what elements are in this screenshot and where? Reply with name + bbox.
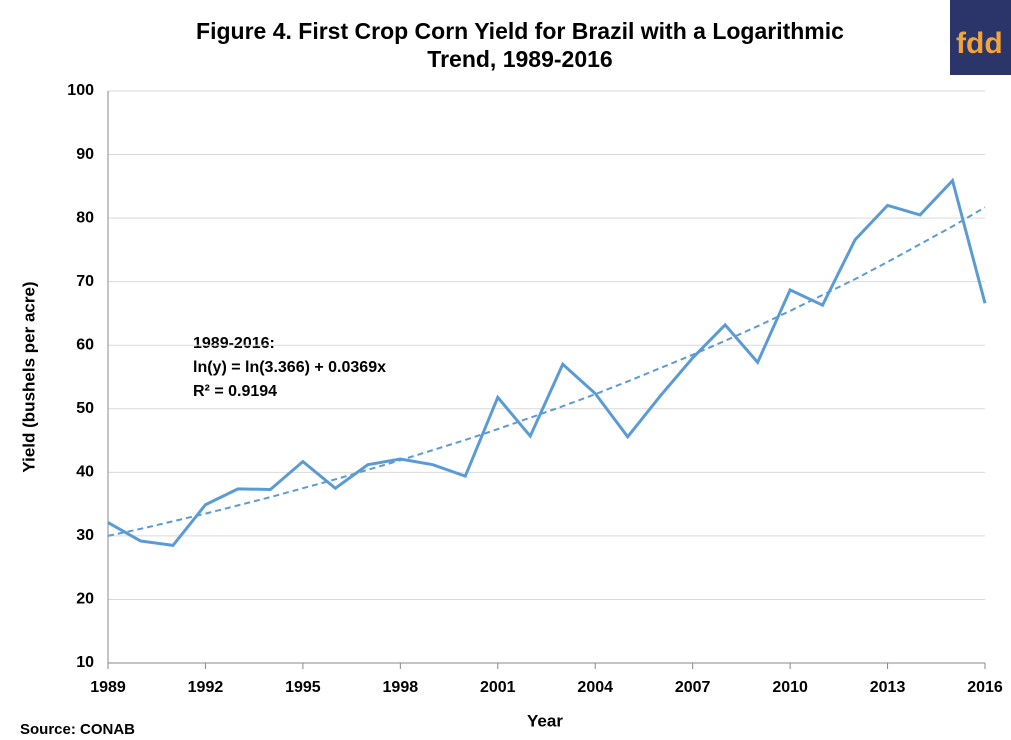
x-tick-label: 2007 xyxy=(675,679,711,696)
y-tick-label: 50 xyxy=(76,400,94,417)
annotation: R² = 0.9194 xyxy=(193,383,277,400)
x-tick-label: 2004 xyxy=(577,679,613,696)
x-tick-label: 2001 xyxy=(480,679,516,696)
chart-title: Trend, 1989-2016 xyxy=(427,46,612,72)
chart-title: Figure 4. First Crop Corn Yield for Braz… xyxy=(196,18,844,44)
annotation: 1989-2016: xyxy=(193,335,275,352)
x-tick-label: 2010 xyxy=(772,679,808,696)
x-tick-label: 2016 xyxy=(967,679,1003,696)
y-tick-label: 40 xyxy=(76,464,94,481)
y-tick-label: 60 xyxy=(76,336,94,353)
y-tick-label: 20 xyxy=(76,591,94,608)
x-tick-label: 1992 xyxy=(188,679,224,696)
series-line xyxy=(107,177,987,548)
x-tick-label: 1998 xyxy=(383,679,419,696)
y-tick-label: 100 xyxy=(67,82,94,99)
series-line xyxy=(107,206,986,537)
x-tick-label: 2013 xyxy=(870,679,906,696)
y-tick-label: 90 xyxy=(76,146,94,163)
y-tick-label: 80 xyxy=(76,209,94,226)
x-axis-label: Year xyxy=(527,711,563,730)
y-axis-label: Yield (bushels per acre) xyxy=(19,281,38,472)
y-tick-label: 30 xyxy=(76,527,94,544)
logo-box xyxy=(950,0,1011,75)
x-tick-label: 1995 xyxy=(285,679,321,696)
y-tick-label: 10 xyxy=(76,654,94,671)
y-tick-label: 70 xyxy=(76,273,94,290)
annotation: ln(y) = ln(3.366) + 0.0369x xyxy=(193,359,386,376)
logo: fdd xyxy=(956,27,1003,60)
source: Source: CONAB xyxy=(20,721,135,738)
x-tick-label: 1989 xyxy=(90,679,126,696)
